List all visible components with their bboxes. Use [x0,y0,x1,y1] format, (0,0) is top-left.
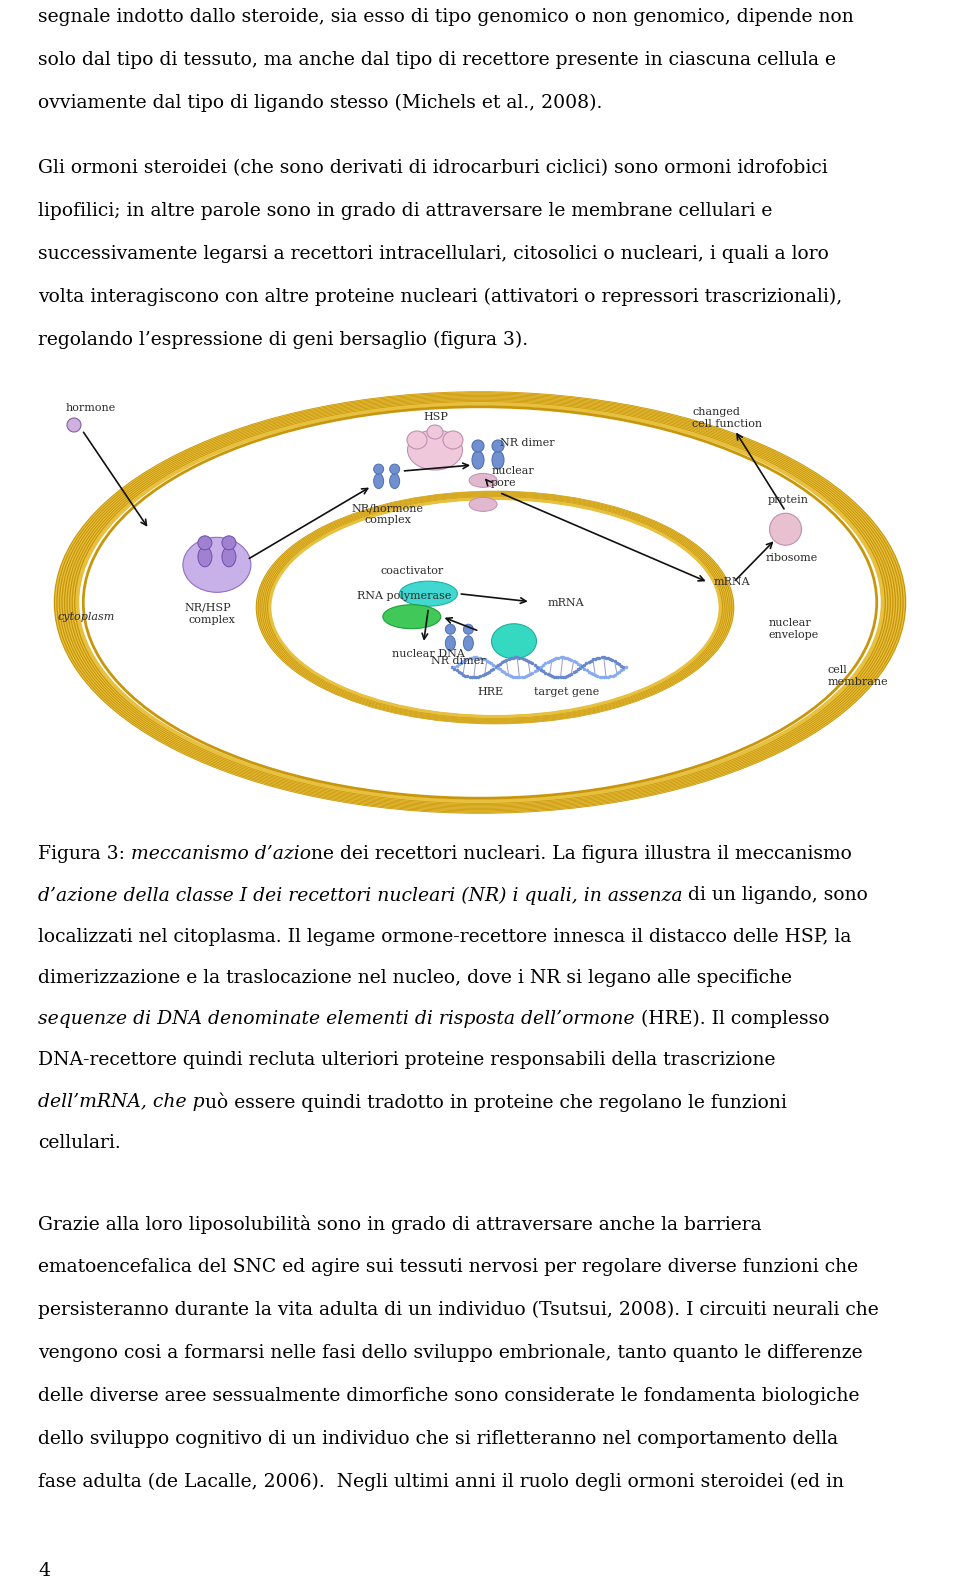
Circle shape [472,440,484,452]
Ellipse shape [390,473,399,489]
Text: ovviamente dal tipo di ligando stesso (Michels et al., 2008).: ovviamente dal tipo di ligando stesso (M… [38,94,602,113]
Text: 4: 4 [38,1562,50,1581]
Ellipse shape [373,473,384,489]
Circle shape [198,536,212,549]
Text: changed: changed [692,406,740,417]
Text: d’azione della classe I dei recettori nucleari (NR) i quali, in assenza: d’azione della classe I dei recettori nu… [38,886,683,905]
Text: fase adulta (de Lacalle, 2006).  Negli ultimi anni il ruolo degli ormoni steroid: fase adulta (de Lacalle, 2006). Negli ul… [38,1473,844,1492]
Circle shape [464,624,473,635]
Text: complex: complex [189,614,236,625]
Text: complex: complex [365,516,412,525]
Ellipse shape [464,636,473,651]
Text: NR/HSP: NR/HSP [185,603,231,613]
Ellipse shape [276,501,713,714]
Ellipse shape [383,605,441,628]
Ellipse shape [472,451,484,470]
Text: dello sviluppo cognitivo di un individuo che si rifletteranno nel comportamento : dello sviluppo cognitivo di un individuo… [38,1430,838,1449]
Text: regolando l’espressione di geni bersaglio (figura 3).: regolando l’espressione di geni bersagli… [38,332,528,349]
Text: dell’mRNA, che p: dell’mRNA, che p [38,1093,204,1111]
Text: ne dei recettori nucleari. La figura illustra il meccanismo: ne dei recettori nucleari. La figura ill… [311,844,852,863]
Circle shape [445,624,455,635]
Circle shape [373,463,384,475]
Ellipse shape [469,473,497,487]
Text: cytoplasm: cytoplasm [58,613,115,622]
Circle shape [492,440,504,452]
Text: HRE: HRE [478,687,504,697]
Ellipse shape [399,581,458,606]
Text: HSP: HSP [423,413,448,422]
Text: segnale indotto dallo steroide, sia esso di tipo genomico o non genomico, dipend: segnale indotto dallo steroide, sia esso… [38,8,853,25]
Ellipse shape [222,548,236,567]
Text: hormone: hormone [66,403,116,413]
Text: protein: protein [767,495,808,505]
Text: vengono cosi a formarsi nelle fasi dello sviluppo embrionale, tanto quanto le di: vengono cosi a formarsi nelle fasi dello… [38,1344,863,1362]
Text: target gene: target gene [535,687,600,697]
Text: cell function: cell function [692,419,762,428]
Text: NR dimer: NR dimer [500,438,555,448]
Ellipse shape [427,425,443,440]
Text: volta interagiscono con altre proteine nucleari (attivatori o repressori trascri: volta interagiscono con altre proteine n… [38,287,842,306]
Ellipse shape [407,430,463,470]
Text: mRNA: mRNA [547,598,584,608]
Text: uò essere quindi tradotto in proteine che regolano le funzioni: uò essere quindi tradotto in proteine ch… [204,1093,786,1112]
Text: dimerizzazione e la traslocazione nel nucleo, dove i NR si legano alle specifich: dimerizzazione e la traslocazione nel nu… [38,968,792,987]
Text: coactivator: coactivator [380,565,444,576]
Text: lipofilici; in altre parole sono in grado di attraversare le membrane cellulari : lipofilici; in altre parole sono in grad… [38,202,773,221]
Text: nuclear: nuclear [769,617,811,627]
Ellipse shape [183,538,251,592]
Text: envelope: envelope [769,630,819,640]
Ellipse shape [198,548,212,567]
Text: Grazie alla loro liposolubilità sono in grado di attraversare anche la barriera: Grazie alla loro liposolubilità sono in … [38,1216,761,1235]
Circle shape [222,536,236,549]
Ellipse shape [443,432,463,449]
Ellipse shape [469,497,497,511]
Text: ematoencefalica del SNC ed agire sui tessuti nervosi per regolare diverse funzio: ematoencefalica del SNC ed agire sui tes… [38,1258,858,1276]
Text: (HRE). Il complesso: (HRE). Il complesso [635,1009,829,1028]
Text: Gli ormoni steroidei (che sono derivati di idrocarburi ciclici) sono ormoni idro: Gli ormoni steroidei (che sono derivati … [38,159,828,178]
Ellipse shape [492,624,537,659]
Text: DNA-recettore quindi recluta ulteriori proteine responsabili della trascrizione: DNA-recettore quindi recluta ulteriori p… [38,1052,776,1070]
Text: ribosome: ribosome [765,554,818,563]
Text: sequenze di DNA denominate elementi di risposta dell’ormone: sequenze di DNA denominate elementi di r… [38,1009,635,1028]
Ellipse shape [445,636,455,651]
Text: di un ligando, sono: di un ligando, sono [683,886,869,905]
Text: delle diverse aree sessualmente dimorfiche sono considerate le fondamenta biolog: delle diverse aree sessualmente dimorfic… [38,1387,859,1404]
Text: meccanismo d’azio: meccanismo d’azio [131,844,311,863]
Text: successivamente legarsi a recettori intracellulari, citosolici o nucleari, i qua: successivamente legarsi a recettori intr… [38,244,828,263]
Text: membrane: membrane [828,678,889,687]
Text: persisteranno durante la vita adulta di un individuo (Tsutsui, 2008). I circuiti: persisteranno durante la vita adulta di … [38,1301,878,1319]
Text: pore: pore [492,478,516,489]
Text: RNA polymerase: RNA polymerase [357,590,451,601]
Text: cellulari.: cellulari. [38,1135,121,1152]
Text: NR dimer: NR dimer [431,657,486,667]
Circle shape [67,417,81,432]
Text: mRNA: mRNA [713,578,750,587]
Text: cell: cell [828,665,848,676]
Ellipse shape [84,406,876,798]
Circle shape [770,513,802,546]
Text: solo dal tipo di tessuto, ma anche dal tipo di recettore presente in ciascuna ce: solo dal tipo di tessuto, ma anche dal t… [38,51,836,68]
Ellipse shape [492,451,504,470]
Text: nuclear DNA: nuclear DNA [393,649,465,659]
Text: nuclear: nuclear [492,467,534,476]
Text: NR/hormone: NR/hormone [351,503,423,513]
Text: localizzati nel citoplasma. Il legame ormone-recettore innesca il distacco delle: localizzati nel citoplasma. Il legame or… [38,927,852,946]
Ellipse shape [407,432,427,449]
Text: Figura 3:: Figura 3: [38,844,131,863]
Circle shape [390,463,399,475]
